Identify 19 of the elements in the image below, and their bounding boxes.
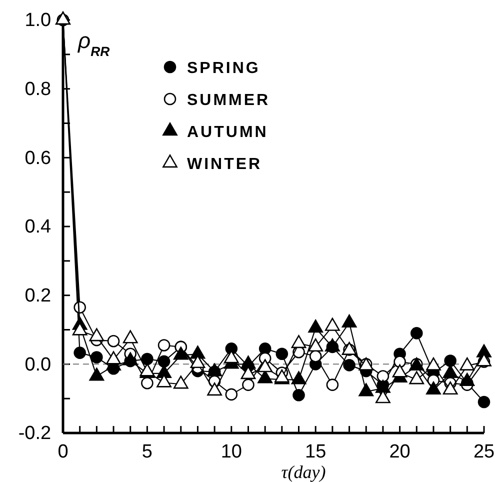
legend-label: SPRING bbox=[187, 60, 260, 77]
x-tick-label: 15 bbox=[305, 441, 326, 462]
y-axis-title: ρ$_{RR}$ bbox=[77, 28, 110, 58]
x-tick-label: 25 bbox=[473, 441, 495, 462]
legend-label: AUTUMN bbox=[187, 124, 268, 141]
x-tick-label: 0 bbox=[58, 441, 68, 462]
x-tick-label: 10 bbox=[220, 441, 242, 462]
y-tick-label: 0.8 bbox=[24, 78, 52, 100]
y-tick-label: 1.0 bbox=[24, 10, 52, 32]
y-tick-label: 0.2 bbox=[24, 285, 52, 306]
y-tick-label: 0.0 bbox=[24, 354, 52, 376]
x-axis-title: τ(day) bbox=[281, 462, 326, 482]
y-tick-label: -0.2 bbox=[18, 423, 52, 444]
y-tick-label: 0.6 bbox=[24, 148, 52, 169]
legend-label: SUMMER bbox=[187, 92, 270, 109]
y-tick-label: 0.4 bbox=[24, 216, 52, 238]
legend-label: WINTER bbox=[187, 156, 262, 173]
x-tick-label: 20 bbox=[389, 441, 410, 462]
x-tick-label: 5 bbox=[142, 441, 152, 462]
